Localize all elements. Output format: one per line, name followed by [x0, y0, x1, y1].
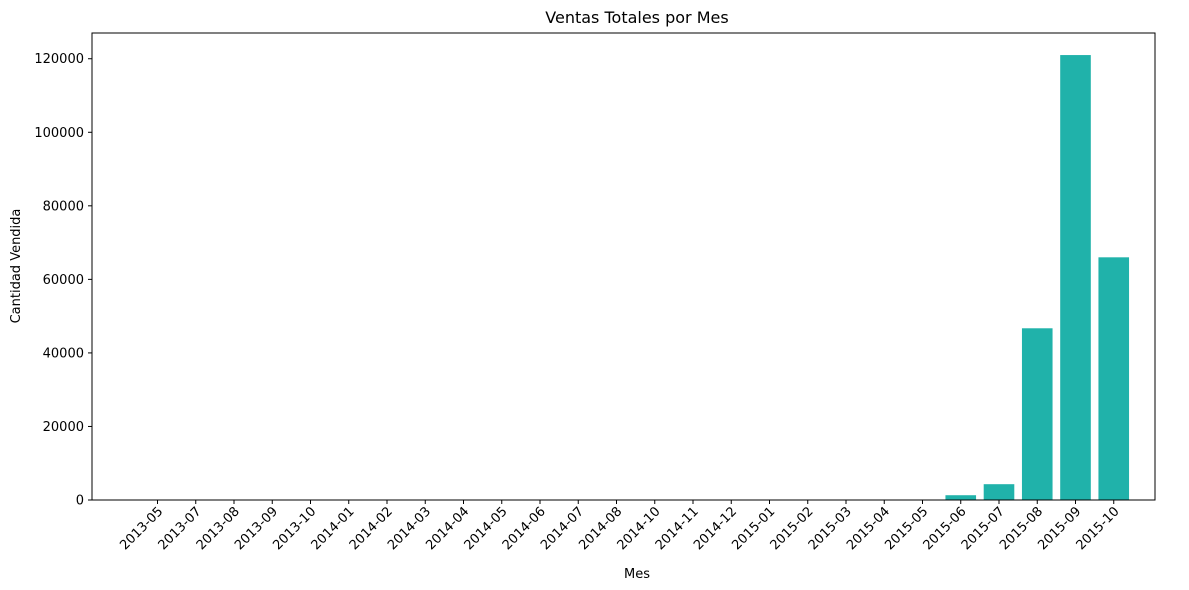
y-tick-label: 20000	[43, 420, 84, 435]
y-tick-label: 60000	[43, 273, 84, 288]
x-axis-title: Mes	[624, 567, 650, 582]
chart-title: Ventas Totales por Mes	[545, 8, 728, 27]
bar-2015-07	[983, 484, 1015, 500]
bars-group	[142, 55, 1130, 501]
bar-2015-09	[1060, 55, 1091, 501]
bar-2015-10	[1098, 257, 1130, 500]
y-ticks-group: 0 20000 40000 60000 80000 100000 120000	[34, 52, 92, 509]
y-tick-label: 100000	[34, 126, 84, 141]
y-axis-title: Cantidad Vendida	[9, 209, 24, 324]
bar-2015-08	[1021, 328, 1053, 500]
x-ticks-group: 2013-052013-072013-082013-092013-102014-…	[117, 500, 1123, 553]
bar-2015-06	[945, 495, 977, 500]
plot-frame	[91, 32, 1156, 501]
y-tick-label: 0	[76, 494, 84, 509]
y-tick-label: 120000	[34, 52, 84, 67]
y-tick-label: 80000	[43, 199, 84, 214]
y-tick-label: 40000	[43, 346, 84, 361]
